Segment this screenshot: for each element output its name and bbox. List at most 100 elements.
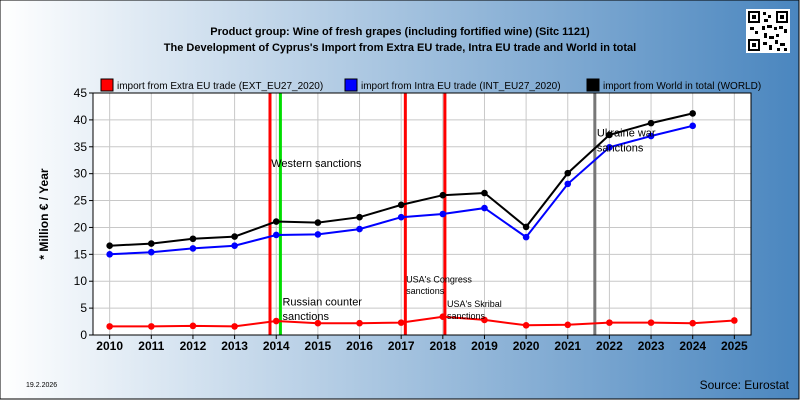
series-layer bbox=[106, 110, 738, 330]
data-point bbox=[397, 201, 405, 209]
x-tick-label: 2018 bbox=[429, 339, 456, 353]
data-point bbox=[189, 322, 197, 330]
annotation-text: USA's Congress bbox=[406, 274, 472, 284]
data-point bbox=[522, 223, 530, 231]
data-point bbox=[231, 233, 238, 240]
date-stamp: 19.2.2026 bbox=[26, 382, 57, 389]
x-tick-label: 2023 bbox=[638, 339, 665, 353]
data-point bbox=[272, 218, 280, 225]
annotation-text: sanctions bbox=[282, 311, 329, 323]
y-tick-label: 0 bbox=[80, 328, 87, 342]
annotation-text: sanctions bbox=[447, 311, 486, 321]
data-point bbox=[356, 225, 363, 233]
data-point bbox=[689, 122, 696, 130]
x-tick-label: 2016 bbox=[346, 339, 373, 353]
legend-item-extra-eu: import from Extra EU trade (EXT_EU27_202… bbox=[100, 78, 323, 92]
data-point bbox=[689, 110, 696, 117]
data-point bbox=[481, 189, 488, 197]
data-point bbox=[231, 242, 238, 250]
data-point bbox=[647, 132, 655, 140]
series-line bbox=[109, 315, 735, 328]
data-point bbox=[272, 317, 280, 325]
data-point bbox=[564, 180, 572, 188]
y-tick-label: 30 bbox=[74, 167, 88, 181]
data-point bbox=[564, 169, 572, 177]
legend-item-intra-eu: import from Intra EU trade (INT_EU27_202… bbox=[344, 78, 561, 92]
data-point bbox=[522, 322, 530, 329]
data-point bbox=[689, 319, 696, 327]
x-tick-label: 2011 bbox=[138, 339, 164, 353]
data-point bbox=[314, 231, 322, 238]
data-point bbox=[189, 245, 197, 252]
data-point bbox=[481, 316, 488, 324]
x-tick-label: 2012 bbox=[180, 339, 207, 353]
data-point bbox=[564, 321, 572, 329]
legend-label-world: import from World in total (WORLD) bbox=[603, 81, 761, 92]
data-point bbox=[731, 317, 738, 324]
data-point bbox=[606, 144, 613, 151]
y-tick-label: 25 bbox=[74, 194, 88, 208]
x-tick-label: 2019 bbox=[471, 339, 498, 353]
data-point bbox=[314, 219, 322, 226]
legend-item-world: import from World in total (WORLD) bbox=[586, 78, 761, 92]
annotation-text: Russian counter bbox=[282, 296, 362, 308]
legend-label-extra-eu: import from Extra EU trade (EXT_EU27_202… bbox=[117, 81, 323, 92]
x-tick-label: 2014 bbox=[263, 339, 290, 353]
y-tick-label: 35 bbox=[74, 140, 88, 154]
data-point bbox=[148, 240, 155, 247]
plot-area bbox=[93, 93, 751, 335]
x-tick-label: 2024 bbox=[679, 339, 706, 353]
series-extra-eu bbox=[106, 313, 738, 330]
data-point bbox=[148, 248, 155, 256]
y-tick-label: 15 bbox=[74, 247, 88, 261]
data-point bbox=[522, 233, 530, 241]
x-tick-label: 2015 bbox=[305, 339, 332, 353]
x-tick-label: 2010 bbox=[96, 339, 123, 353]
data-point bbox=[439, 210, 447, 218]
annotation-text: USA's Skribal bbox=[447, 299, 502, 309]
y-axis-ticks: 0 5 10 15 20 25 30 35 40 45 bbox=[74, 86, 93, 342]
data-point bbox=[106, 242, 113, 250]
annotations: Western sanctions Russian counter sanction… bbox=[271, 128, 656, 323]
series-intra-eu bbox=[106, 122, 696, 258]
chart-title-line2: The Development of Cyprus's Import from … bbox=[164, 42, 636, 54]
data-point bbox=[606, 131, 613, 139]
grid bbox=[93, 93, 751, 335]
legend-label-intra-eu: import from Intra EU trade (INT_EU27_202… bbox=[361, 81, 561, 92]
x-tick-label: 2013 bbox=[221, 339, 248, 353]
x-tick-label: 2021 bbox=[554, 339, 581, 353]
data-point bbox=[148, 323, 155, 330]
annotation-text: Ukraine war bbox=[597, 128, 656, 140]
data-point bbox=[439, 191, 447, 199]
plot-border bbox=[92, 92, 752, 336]
y-tick-label: 45 bbox=[74, 86, 88, 100]
x-tick-label: 2017 bbox=[388, 339, 415, 353]
data-point bbox=[314, 319, 322, 327]
annotation-text: Western sanctions bbox=[271, 158, 362, 170]
annotation-text: sanctions bbox=[597, 143, 644, 155]
x-tick-label: 2020 bbox=[513, 339, 540, 353]
data-point bbox=[647, 119, 655, 127]
data-point bbox=[397, 213, 405, 221]
x-tick-label: 2022 bbox=[596, 339, 623, 353]
data-point bbox=[481, 204, 488, 212]
data-point bbox=[106, 251, 113, 258]
y-tick-label: 20 bbox=[74, 220, 88, 234]
y-tick-label: 40 bbox=[74, 113, 88, 127]
data-point bbox=[272, 231, 280, 239]
x-tick-label: 2025 bbox=[721, 339, 748, 353]
data-point bbox=[189, 235, 197, 243]
y-tick-label: 10 bbox=[74, 274, 88, 288]
series-world bbox=[106, 110, 696, 250]
qr-code-icon bbox=[746, 9, 790, 53]
data-point bbox=[356, 213, 363, 221]
data-point bbox=[397, 319, 405, 326]
data-point bbox=[439, 313, 447, 321]
data-point bbox=[647, 319, 655, 326]
legend: import from Extra EU trade (EXT_EU27_202… bbox=[100, 78, 761, 92]
x-axis-ticks: 2010 2011 2012 2013 2014 2015 2016 2017 2018 2019… bbox=[96, 335, 748, 353]
y-axis-label: * Million € / Year bbox=[37, 168, 51, 259]
data-point bbox=[106, 323, 113, 330]
